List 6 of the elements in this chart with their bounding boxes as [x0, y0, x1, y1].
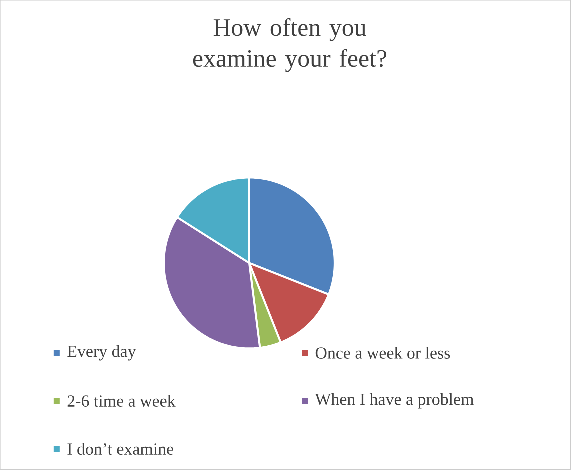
legend-label: I don’t examine	[68, 443, 174, 456]
legend-label: Once a week or less	[316, 347, 450, 359]
legend-label: Every day	[68, 345, 136, 361]
chart-title: How often you examine your feet?	[193, 18, 387, 72]
legend-label: 2-6 time a week	[68, 395, 176, 408]
legend-label: When I have a problem	[315, 393, 474, 409]
